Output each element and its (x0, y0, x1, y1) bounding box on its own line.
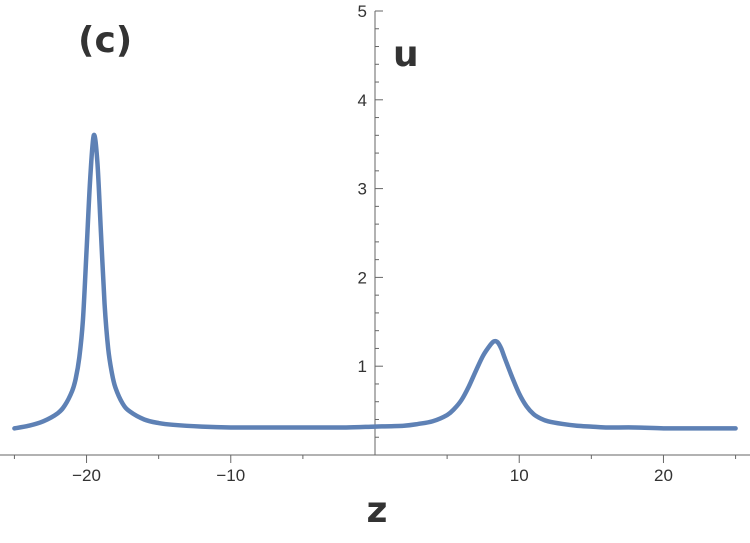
x-tick-label: 10 (510, 466, 529, 485)
series-line (12, 132, 738, 431)
y-axis-label: u (393, 34, 419, 75)
x-tick-label: −10 (216, 466, 245, 485)
axes (0, 11, 750, 456)
y-tick-label: 5 (358, 2, 367, 21)
y-tick-label: 4 (358, 91, 367, 110)
y-tick-label: 3 (358, 180, 367, 199)
y-tick-label: 2 (358, 268, 367, 287)
x-tick-label: 20 (654, 466, 673, 485)
y-tick-label: 1 (358, 357, 367, 376)
ticks: −20 −10 10 20 1 2 3 4 5 (13, 2, 737, 485)
x-tick-label: −20 (72, 466, 101, 485)
x-axis-label: z (367, 490, 388, 531)
panel-label: (c) (78, 20, 132, 61)
